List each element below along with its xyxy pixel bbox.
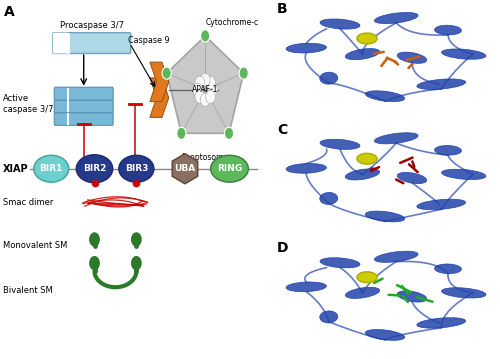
Text: Smac dimer: Smac dimer: [2, 198, 53, 208]
Ellipse shape: [366, 91, 405, 102]
Ellipse shape: [442, 288, 486, 298]
Ellipse shape: [434, 25, 462, 35]
Polygon shape: [150, 78, 169, 117]
Circle shape: [195, 76, 204, 89]
Circle shape: [224, 127, 234, 139]
Ellipse shape: [320, 19, 360, 29]
Circle shape: [357, 272, 377, 283]
Ellipse shape: [397, 291, 427, 302]
Circle shape: [357, 33, 377, 44]
Ellipse shape: [346, 48, 380, 60]
Text: Monovalent SM: Monovalent SM: [2, 241, 67, 251]
Text: Bivalent SM: Bivalent SM: [2, 286, 52, 295]
Ellipse shape: [320, 139, 360, 149]
FancyBboxPatch shape: [54, 87, 113, 100]
Ellipse shape: [434, 264, 462, 274]
Ellipse shape: [320, 258, 360, 268]
Ellipse shape: [417, 199, 466, 210]
Polygon shape: [166, 36, 244, 133]
Text: Procaspase 3/7: Procaspase 3/7: [60, 21, 124, 30]
Ellipse shape: [366, 330, 405, 340]
Circle shape: [206, 90, 216, 103]
Circle shape: [200, 73, 210, 86]
Circle shape: [131, 232, 142, 247]
Ellipse shape: [119, 155, 154, 182]
Ellipse shape: [346, 287, 380, 298]
Ellipse shape: [210, 155, 248, 182]
Text: BIR3: BIR3: [124, 164, 148, 173]
FancyBboxPatch shape: [54, 112, 113, 125]
Circle shape: [239, 67, 248, 79]
Ellipse shape: [76, 155, 112, 183]
Circle shape: [162, 67, 172, 79]
Circle shape: [89, 256, 100, 270]
Circle shape: [193, 83, 202, 96]
Polygon shape: [172, 154, 198, 184]
Text: APAF-1: APAF-1: [192, 85, 218, 94]
Text: RING: RING: [217, 164, 242, 173]
Ellipse shape: [434, 145, 462, 155]
Circle shape: [206, 76, 216, 89]
Circle shape: [200, 30, 210, 42]
Ellipse shape: [34, 155, 69, 182]
Circle shape: [357, 153, 377, 164]
Ellipse shape: [442, 169, 486, 180]
FancyBboxPatch shape: [53, 33, 68, 53]
Text: UBA: UBA: [174, 164, 196, 173]
Text: BIR1: BIR1: [40, 164, 63, 173]
Ellipse shape: [346, 169, 380, 180]
Ellipse shape: [374, 13, 418, 24]
Circle shape: [208, 83, 218, 96]
Text: A: A: [4, 5, 15, 19]
Ellipse shape: [374, 133, 418, 144]
Ellipse shape: [417, 79, 466, 89]
Ellipse shape: [397, 52, 427, 63]
Text: D: D: [277, 241, 288, 255]
Circle shape: [89, 232, 100, 247]
Text: Cytochrome-c: Cytochrome-c: [206, 18, 259, 27]
Ellipse shape: [286, 43, 327, 53]
Ellipse shape: [397, 172, 427, 183]
FancyBboxPatch shape: [53, 33, 130, 53]
Text: B: B: [277, 3, 287, 17]
Ellipse shape: [320, 311, 338, 323]
Ellipse shape: [366, 211, 405, 222]
Text: Apoptosome: Apoptosome: [181, 153, 229, 162]
Circle shape: [200, 93, 210, 106]
Text: Active
caspase 3/7: Active caspase 3/7: [2, 94, 53, 114]
Text: BIR2: BIR2: [83, 164, 106, 173]
Ellipse shape: [286, 163, 327, 173]
Circle shape: [195, 90, 204, 103]
FancyBboxPatch shape: [54, 100, 113, 113]
Ellipse shape: [286, 282, 327, 292]
Ellipse shape: [417, 318, 466, 328]
Circle shape: [177, 127, 186, 139]
Text: XIAP: XIAP: [2, 164, 29, 174]
Ellipse shape: [442, 49, 486, 59]
Ellipse shape: [320, 72, 338, 84]
Circle shape: [131, 256, 142, 270]
Ellipse shape: [374, 251, 418, 262]
Ellipse shape: [320, 192, 338, 204]
Polygon shape: [150, 62, 169, 102]
Text: C: C: [277, 123, 287, 137]
Text: Caspase 9: Caspase 9: [128, 36, 170, 45]
